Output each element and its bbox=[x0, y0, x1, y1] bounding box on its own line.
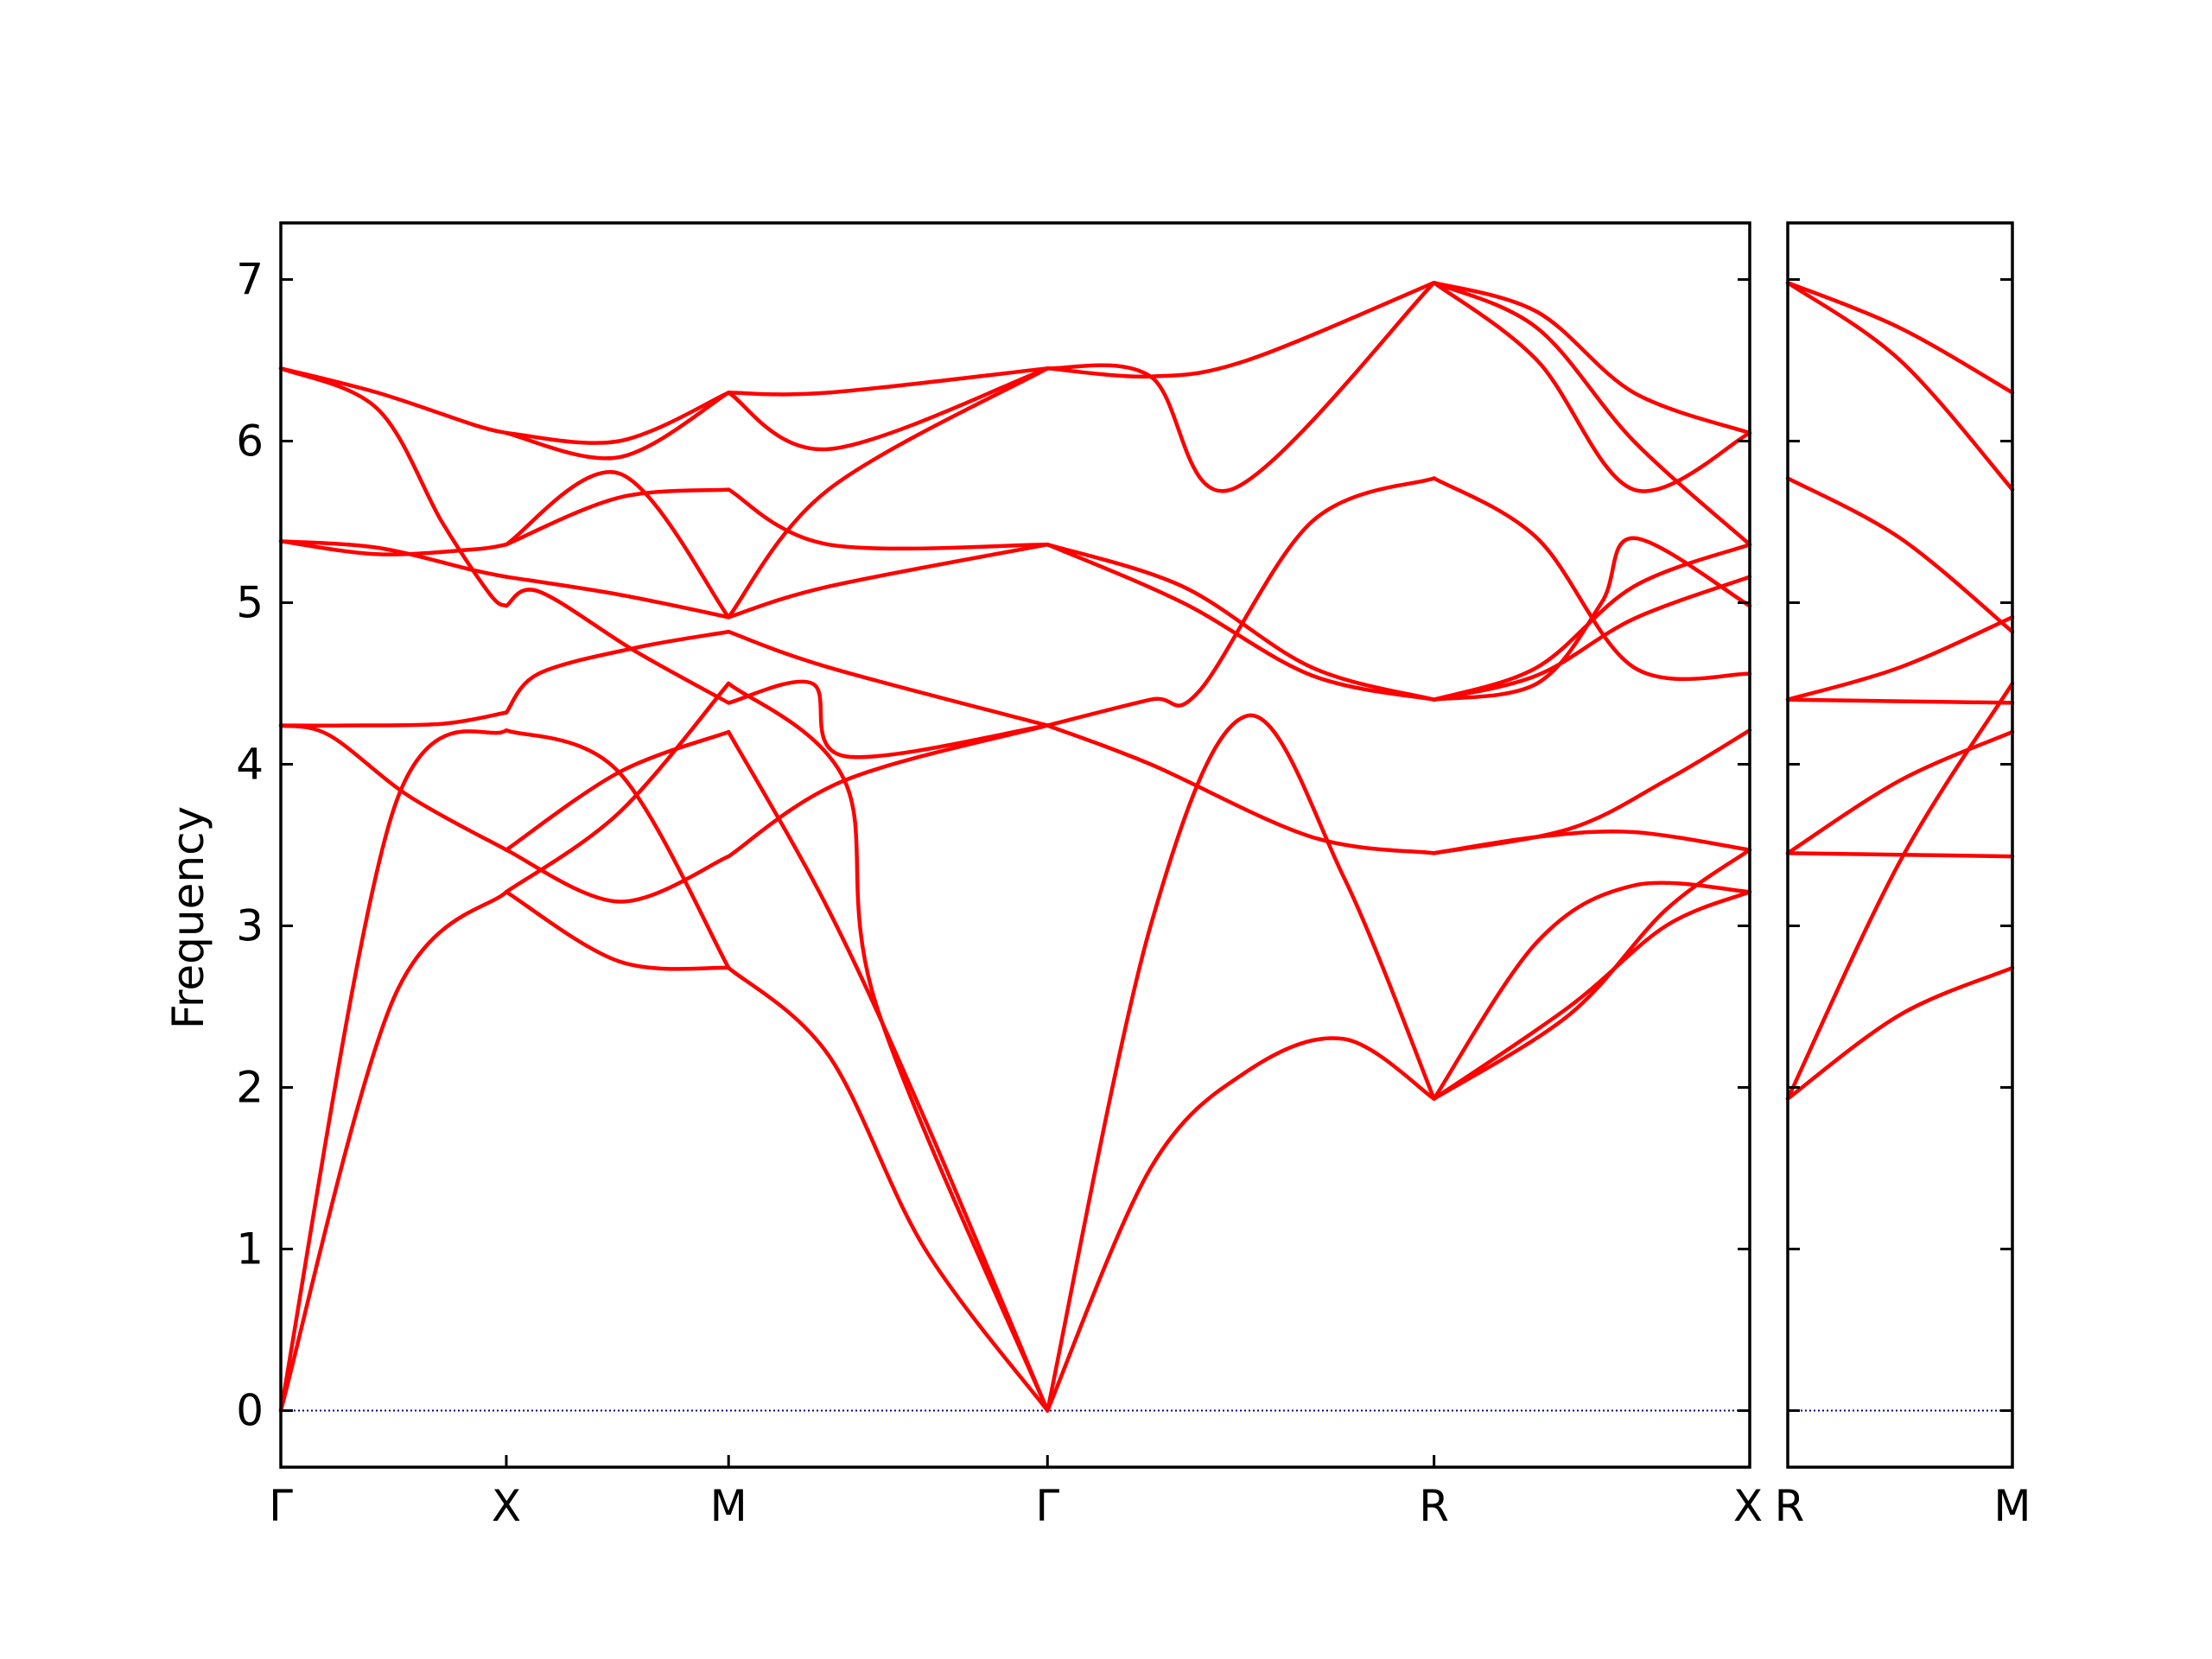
x-tick-label: M bbox=[710, 1481, 747, 1531]
band-line-side-4 bbox=[1785, 697, 2015, 705]
band-line-main-19 bbox=[504, 391, 731, 461]
y-tick-label: 4 bbox=[236, 740, 264, 790]
band-line-main-35 bbox=[1046, 542, 1436, 702]
band-line-main-37 bbox=[1046, 280, 1436, 493]
band-line-main-16 bbox=[504, 487, 731, 547]
band-line-main-31 bbox=[1046, 713, 1436, 1413]
band-line-main-42 bbox=[1432, 830, 1752, 855]
y-tick-label: 5 bbox=[236, 578, 264, 628]
y-tick-labels: 0 1 2 3 4 5 6 7 bbox=[236, 255, 264, 1436]
band-line-main-13 bbox=[504, 629, 731, 715]
band-line-main-18 bbox=[504, 391, 731, 445]
band-line-main-47 bbox=[1432, 536, 1752, 702]
band-line-main-25 bbox=[726, 629, 1050, 728]
band-line-main-1 bbox=[278, 728, 509, 1413]
band-line-main-0 bbox=[278, 889, 509, 1413]
band-line-main-17 bbox=[504, 470, 731, 620]
band-line-main-6 bbox=[278, 366, 509, 608]
y-tick-label: 6 bbox=[236, 416, 264, 467]
band-line-main-30 bbox=[726, 366, 1050, 452]
band-line-main-14 bbox=[504, 588, 731, 705]
y-tick-label: 1 bbox=[236, 1224, 264, 1274]
band-line-main-49 bbox=[1432, 280, 1752, 493]
band-line-main-12 bbox=[504, 848, 731, 904]
band-line-main-45 bbox=[1432, 575, 1752, 702]
band-line-main-50 bbox=[1432, 280, 1752, 547]
band-line-main-26 bbox=[726, 542, 1050, 620]
band-line-main-22 bbox=[726, 681, 1050, 1413]
band-line-main-46 bbox=[1432, 476, 1752, 682]
plot-frame bbox=[279, 221, 1751, 1469]
plot-frame bbox=[1786, 221, 2014, 1469]
x-tick-label: R bbox=[1775, 1481, 1805, 1531]
band-line-main-28 bbox=[726, 487, 1050, 551]
band-line-main-27 bbox=[726, 366, 1050, 620]
x-tick-label: R bbox=[1419, 1481, 1449, 1531]
band-line-side-8 bbox=[1785, 280, 2015, 395]
band-line-main-5 bbox=[278, 539, 509, 556]
band-line-main-33 bbox=[1046, 723, 1436, 855]
band-line-main-21 bbox=[726, 729, 1050, 1413]
band-line-main-7 bbox=[278, 366, 509, 435]
band-line-side-7 bbox=[1785, 280, 2015, 492]
band-line-main-36 bbox=[1046, 542, 1436, 702]
x-tick-label: X bbox=[1733, 1481, 1763, 1531]
band-line-main-39 bbox=[1432, 880, 1752, 1101]
y-tick-label: 3 bbox=[236, 901, 264, 951]
band-line-main-38 bbox=[1046, 280, 1436, 379]
band-line-side-6 bbox=[1785, 476, 2015, 634]
x-tick-label: M bbox=[1993, 1481, 2031, 1531]
band-line-main-3 bbox=[278, 723, 509, 852]
band-line-main-32 bbox=[1046, 1036, 1436, 1413]
y-tick-label: 7 bbox=[236, 255, 264, 305]
band-line-side-0 bbox=[1785, 965, 2015, 1101]
band-line-side-5 bbox=[1785, 615, 2015, 702]
band-line-main-20 bbox=[726, 965, 1050, 1413]
band-line-side-2 bbox=[1785, 729, 2015, 855]
y-axis-label: Frequency bbox=[163, 806, 213, 1029]
x-tick-label: X bbox=[492, 1481, 521, 1531]
x-tick-label: Γ bbox=[269, 1481, 293, 1531]
band-line-main-23 bbox=[726, 723, 1050, 859]
band-line-side-1 bbox=[1785, 681, 2015, 1101]
y-tick-label: 2 bbox=[236, 1063, 264, 1113]
band-line-main-11 bbox=[504, 729, 731, 852]
x-tick-label: Γ bbox=[1035, 1481, 1059, 1531]
band-line-main-9 bbox=[504, 681, 731, 894]
band-line-main-34 bbox=[1046, 476, 1436, 728]
band-line-main-29 bbox=[726, 366, 1050, 397]
band-line-main-15 bbox=[504, 575, 731, 620]
band-line-main-10 bbox=[504, 728, 731, 970]
band-line-main-2 bbox=[278, 710, 509, 728]
band-line-main-8 bbox=[504, 889, 731, 971]
band-line-main-24 bbox=[726, 679, 1050, 760]
band-line-main-41 bbox=[1432, 848, 1752, 1101]
band-line-main-48 bbox=[1432, 280, 1752, 435]
band-line-side-3 bbox=[1785, 851, 2015, 859]
band-line-main-43 bbox=[1432, 728, 1752, 855]
y-tick-label: 0 bbox=[236, 1386, 264, 1436]
